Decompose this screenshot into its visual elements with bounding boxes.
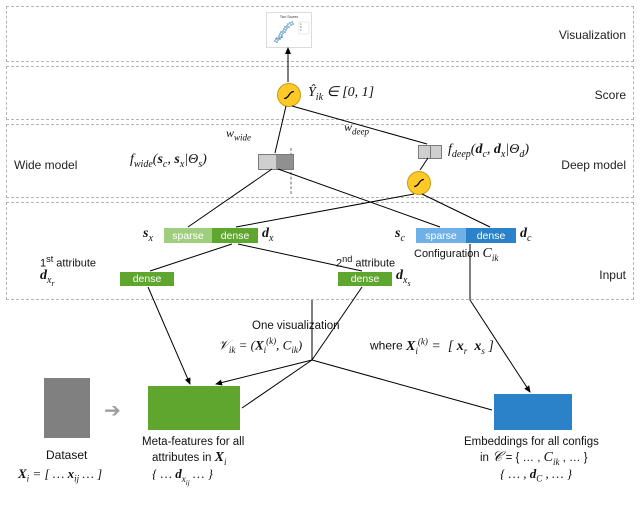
attr2-dense-node: dense — [338, 272, 392, 286]
dxs-label: dxs — [396, 268, 411, 288]
dx-label: dx — [262, 226, 273, 244]
deep-output-node — [418, 145, 442, 159]
c-sparse-node: sparse — [416, 228, 466, 243]
viz-thumbnail: Two Scores A B C — [266, 12, 312, 48]
deep-sigmoid-icon — [407, 171, 431, 195]
svg-text:C: C — [300, 29, 302, 32]
layer-input — [6, 202, 634, 300]
dxr-label: dxr — [40, 268, 55, 288]
emb-label2: in 𝒞 = { … , Cik , … } — [480, 450, 588, 467]
sc-label: sc — [395, 226, 405, 244]
emb-label1: Embeddings for all configs — [464, 436, 599, 448]
dc-label: dc — [520, 226, 531, 244]
sx-label: sx — [143, 226, 153, 244]
emb-formula: { … , dC , … } — [500, 466, 572, 484]
input-label: Input — [599, 268, 626, 282]
x-dense-node: dense — [212, 228, 258, 243]
visualization-label: Visualization — [559, 28, 626, 42]
score-sigmoid-icon — [277, 83, 301, 107]
meta-formula: { … dxij … } — [152, 466, 213, 486]
config-label: Configuration Cik — [414, 246, 498, 263]
w-deep-label: wdeep — [344, 120, 369, 136]
attr2-label: 2nd attribute — [336, 254, 395, 270]
layer-model — [6, 124, 634, 198]
deep-model-label: Deep model — [561, 158, 626, 172]
c-dense-node: dense — [466, 228, 516, 243]
score-formula: Ŷik ∈ [0, 1] — [308, 84, 374, 103]
dataset-label: Dataset — [46, 448, 87, 462]
layer-visualization — [6, 6, 634, 62]
arrow-right-icon: ➔ — [104, 398, 121, 423]
svg-text:Two Scores: Two Scores — [280, 15, 299, 19]
wide-model-label: Wide model — [14, 158, 77, 172]
dataset-block — [44, 378, 90, 438]
viz-formula: 𝒱ik = (Xi(k), Cik) — [218, 336, 302, 355]
wide-output-node — [258, 154, 294, 170]
deep-formula: fdeep(dc, dx|Θd) — [448, 142, 529, 160]
meta-label1: Meta-features for all — [142, 436, 244, 448]
w-wide-label: wwide — [226, 126, 251, 142]
x-sparse-node: sparse — [164, 228, 212, 243]
meta-features-block — [148, 386, 240, 430]
meta-label2: attributes in Xi — [152, 450, 227, 467]
wide-formula: fwide(sc, sx|Θs) — [130, 152, 207, 170]
one-viz-label: One visualization — [252, 320, 340, 332]
score-label: Score — [595, 88, 626, 102]
attr1-dense-node: dense — [120, 272, 174, 286]
embeddings-block — [494, 394, 572, 430]
where-formula: where Xi(k) = [ xr xs ] — [370, 336, 494, 355]
dataset-formula: Xi = [ … xij … ] — [18, 466, 102, 484]
